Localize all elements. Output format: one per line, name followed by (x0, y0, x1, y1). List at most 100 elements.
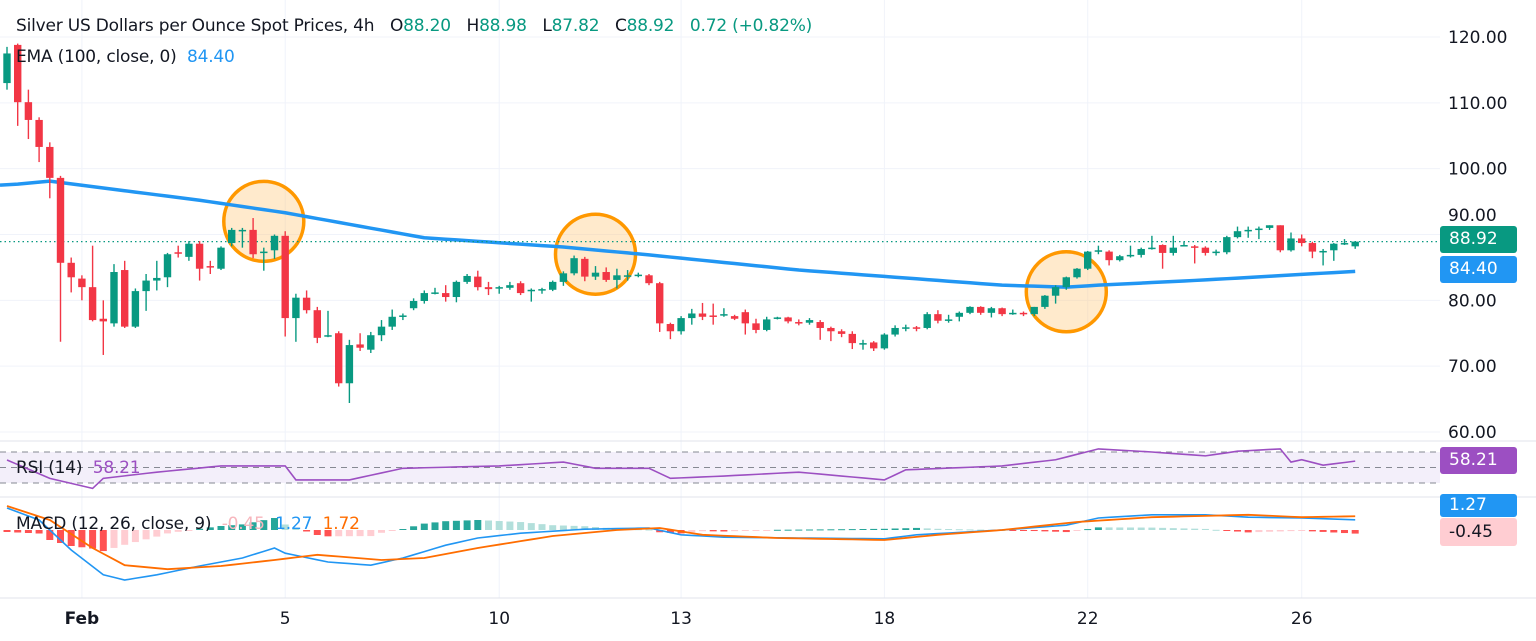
candle-body (24, 102, 33, 120)
candle-body (709, 315, 717, 317)
candle-body (1233, 231, 1242, 238)
highlight-circle (1024, 250, 1109, 334)
macd-histogram-bar (848, 529, 856, 531)
candle-body (1148, 247, 1156, 250)
candle (1019, 311, 1028, 317)
candle (773, 316, 782, 320)
candle (538, 287, 546, 294)
candle-body (645, 275, 653, 284)
candle-body (1137, 248, 1145, 255)
candle (409, 298, 418, 311)
candle-body (228, 229, 236, 244)
candle-body (217, 247, 225, 269)
low-value: 87.82 (551, 16, 600, 36)
macd-histogram-bar (1341, 530, 1348, 534)
candle-body (121, 270, 129, 327)
macd-histogram-bar (57, 530, 64, 543)
macd-histogram-bar (880, 528, 888, 530)
macd-histogram-bar (806, 529, 813, 531)
candle (720, 308, 728, 317)
macd-histogram-bar (977, 529, 985, 531)
candle (816, 320, 824, 340)
macd-histogram-bar (1030, 530, 1038, 532)
candle-body (335, 333, 343, 384)
macd-histogram-bar (816, 529, 824, 531)
candle (1180, 241, 1188, 247)
candle (1073, 268, 1081, 279)
price-tick-label: 70.00 (1448, 357, 1497, 377)
macd-histogram-bar (249, 522, 257, 530)
macd-histogram-bar (913, 527, 920, 530)
time-tick-label: 13 (670, 609, 692, 629)
candle-body (356, 344, 364, 348)
candle (763, 316, 771, 332)
candle (1287, 232, 1295, 252)
candle-body (741, 312, 749, 324)
candle-body (1116, 256, 1124, 261)
macd-histogram-bar (688, 530, 696, 533)
candle (56, 175, 65, 342)
candle-body (902, 327, 910, 329)
candle-body (260, 251, 268, 254)
macd-histogram-bar (378, 530, 385, 533)
macd-histogram-bar (752, 530, 760, 531)
candle-body (1330, 243, 1338, 251)
candle-body (367, 335, 375, 350)
time-tick-label: 26 (1291, 609, 1313, 629)
candle-body (484, 287, 493, 290)
candle (110, 264, 118, 327)
candle-body (698, 313, 707, 317)
candle (302, 290, 311, 314)
candle (741, 309, 749, 335)
candle (955, 311, 963, 322)
candle-body (1223, 237, 1231, 253)
candle-body (452, 281, 461, 298)
macd-histogram-bar (570, 525, 578, 530)
candle (206, 260, 214, 274)
macd-histogram-bar (110, 530, 118, 548)
symbol-title[interactable]: Silver US Dollars per Ounce Spot Prices,… (16, 16, 375, 36)
rsi-value: 58.21 (92, 458, 141, 478)
candle (1340, 239, 1349, 246)
ema-price-badge: 84.40 (1440, 256, 1517, 283)
candle (709, 303, 717, 325)
candle-body (206, 266, 214, 268)
candle (527, 288, 535, 302)
candle (977, 306, 985, 315)
macd-histogram-bar (838, 529, 846, 531)
candle (431, 287, 439, 295)
macd-histogram-bar (238, 524, 246, 530)
macd-histogram-bar (99, 530, 107, 552)
candle (570, 255, 578, 276)
macd-legend[interactable]: MACD (12, 26, close, 9) -0.45 1.27 1.72 (16, 514, 360, 534)
macd-histogram-bar (410, 526, 418, 530)
ema-legend[interactable]: EMA (100, close, 0) 84.40 (16, 47, 235, 67)
candle (131, 288, 140, 328)
candle-body (442, 293, 450, 298)
candle (335, 331, 343, 387)
candle (591, 266, 600, 280)
candle-body (837, 331, 846, 334)
macd-histogram-bar (1276, 530, 1284, 532)
candle-body (153, 277, 161, 281)
candle (666, 322, 675, 340)
macd-histogram-bar (174, 530, 182, 532)
candle (1137, 247, 1145, 258)
rsi-legend[interactable]: RSI (14) 58.21 (16, 458, 141, 478)
candle-body (377, 326, 386, 336)
candle-body (313, 310, 321, 338)
candle (1126, 245, 1135, 258)
macd-histogram-bar (709, 530, 717, 532)
macd-histogram-bar (196, 528, 204, 530)
candle (1255, 226, 1263, 240)
candle (249, 218, 257, 259)
candle-body (1319, 250, 1327, 253)
macd-histogram-bar (1234, 530, 1241, 532)
candle-body (345, 345, 354, 384)
candle (516, 281, 525, 296)
ema-line (0, 179, 1356, 289)
candle (1051, 285, 1060, 304)
candle (581, 256, 589, 282)
candle (698, 302, 707, 321)
